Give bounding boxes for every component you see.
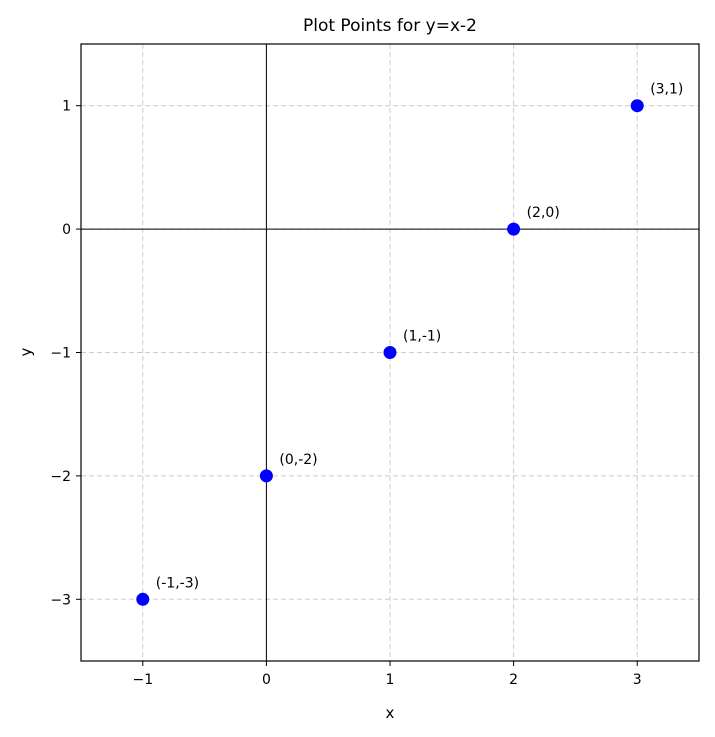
point-label-1: (0,-2) — [279, 452, 317, 468]
y-axis-label: y — [17, 347, 35, 356]
x-tick-label-4: 3 — [633, 672, 642, 688]
y-tick-label-3: 0 — [62, 222, 71, 238]
y-tick-label-0: −3 — [50, 592, 71, 608]
x-axis-label: x — [386, 704, 395, 722]
x-tick-label-0: −1 — [132, 672, 153, 688]
data-point-1 — [259, 469, 273, 483]
y-tick-label-1: −2 — [50, 469, 71, 485]
point-label-3: (2,0) — [527, 205, 560, 221]
point-label-4: (3,1) — [650, 82, 683, 98]
x-tick-label-2: 1 — [386, 672, 395, 688]
data-point-4 — [630, 99, 644, 113]
x-tick-label-3: 2 — [509, 672, 518, 688]
x-tick-label-1: 0 — [262, 672, 271, 688]
point-label-2: (1,-1) — [403, 329, 441, 345]
y-tick-label-4: 1 — [62, 99, 71, 115]
data-point-2 — [383, 346, 397, 359]
chart-title: Plot Points for y=x-2 — [303, 16, 477, 36]
point-label-0: (-1,-3) — [156, 575, 199, 591]
data-points: (-1,-3) (0,-2) (1,-1) (2,0) (3,1) — [136, 82, 683, 606]
axis-ticks: −1 0 1 2 3 −3 −2 −1 0 1 — [50, 99, 641, 688]
data-point-3 — [507, 222, 521, 236]
data-point-0 — [136, 592, 150, 606]
zero-lines — [81, 44, 699, 661]
y-tick-label-2: −1 — [50, 346, 71, 362]
